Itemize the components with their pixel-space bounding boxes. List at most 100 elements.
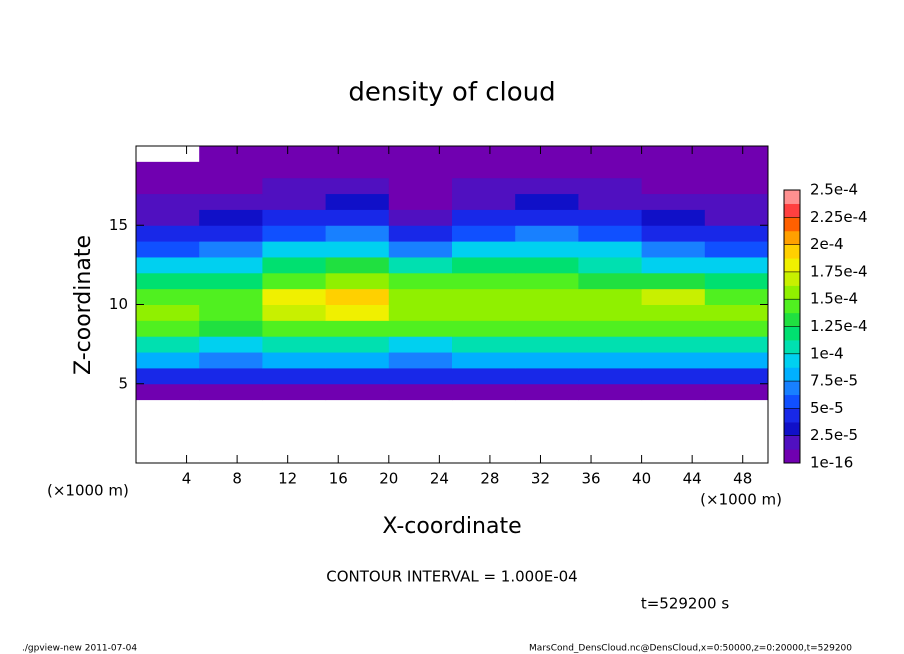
heat-cell <box>452 209 516 226</box>
time-label: t=529200 s <box>641 595 729 613</box>
heat-cell <box>262 367 327 385</box>
heat-cell <box>199 177 263 195</box>
heat-cell <box>325 288 390 305</box>
x-tick-label: 16 <box>329 470 348 488</box>
heat-cell <box>452 336 516 353</box>
y-tick-label: 15 <box>109 216 128 234</box>
footer-right: MarsCond_DensCloud.nc@DensCloud,x=0:5000… <box>529 644 852 654</box>
heat-cell <box>452 352 516 369</box>
colorbar-swatch <box>784 353 800 368</box>
heat-cell <box>578 146 643 163</box>
heat-cell <box>578 288 643 305</box>
heat-cell <box>262 146 327 163</box>
heat-cell <box>452 225 516 242</box>
heat-cell <box>704 272 769 290</box>
heat-cell <box>452 367 516 385</box>
heat-cell <box>641 146 706 163</box>
heat-cell <box>388 367 453 385</box>
heat-cell <box>452 241 516 258</box>
heat-cell <box>199 146 263 163</box>
x-tick-label: 12 <box>278 470 297 488</box>
heat-cell <box>262 161 327 179</box>
heat-cell <box>325 352 390 369</box>
heat-cell <box>641 352 706 369</box>
colorbar-swatch <box>784 381 800 396</box>
heat-cell <box>704 146 769 163</box>
heat-cell <box>515 272 579 290</box>
colorbar-swatch <box>784 408 800 423</box>
x-tick-label: 4 <box>182 470 192 488</box>
colorbar-swatch <box>784 367 800 382</box>
x-tick-label: 28 <box>480 470 499 488</box>
heat-cell <box>641 193 706 210</box>
heat-cell <box>515 304 579 321</box>
heat-cell <box>388 161 453 179</box>
heat-cell <box>388 272 453 290</box>
heat-cell <box>136 193 200 210</box>
heat-cell <box>704 320 769 337</box>
x-axis-unit: (×1000 m) <box>700 491 782 509</box>
heat-cell <box>388 320 453 337</box>
heat-cell <box>388 177 453 195</box>
x-tick-label: 20 <box>379 470 398 488</box>
heat-cell <box>262 304 327 321</box>
heat-cell <box>704 193 769 210</box>
y-tick-label: 5 <box>118 374 128 392</box>
heat-cell <box>388 193 453 210</box>
x-tick-label: 48 <box>733 470 752 488</box>
y-tick-label: 10 <box>109 295 128 313</box>
colorbar-swatch <box>784 230 800 245</box>
colorbar-label: 2.5e-4 <box>810 181 858 199</box>
heat-cell <box>578 209 643 226</box>
colorbar-swatch <box>784 449 800 464</box>
colorbar-label: 7.5e-5 <box>810 372 858 390</box>
heat-cell <box>704 161 769 179</box>
heat-cell <box>388 146 453 163</box>
x-axis-label: X-coordinate <box>382 514 521 539</box>
colorbar-label: 1e-4 <box>810 344 844 362</box>
heat-cell <box>452 256 516 274</box>
heat-cell <box>641 288 706 305</box>
heat-cell <box>578 383 643 401</box>
heat-cell <box>515 352 579 369</box>
heat-cell <box>452 383 516 401</box>
heat-cell <box>262 383 327 401</box>
heat-cell <box>704 383 769 401</box>
colorbar-swatch <box>784 340 800 355</box>
y-axis-label: Z-coordinate <box>71 235 96 375</box>
heat-cell <box>452 193 516 210</box>
heat-cell <box>199 193 263 210</box>
heat-cell <box>641 320 706 337</box>
heat-cell <box>262 272 327 290</box>
heat-cell <box>136 383 200 401</box>
heat-cell <box>704 352 769 369</box>
heat-cell <box>262 320 327 337</box>
heat-cell <box>515 336 579 353</box>
heat-cell <box>262 256 327 274</box>
heat-cell <box>136 336 200 353</box>
x-tick-label: 24 <box>430 470 449 488</box>
heat-cell <box>262 209 327 226</box>
heat-cell <box>136 177 200 195</box>
heat-cell <box>578 352 643 369</box>
heat-cell <box>388 209 453 226</box>
heat-cell <box>641 161 706 179</box>
heat-cell <box>199 288 263 305</box>
heat-cell <box>199 352 263 369</box>
heat-cell <box>388 304 453 321</box>
colorbar-swatch <box>784 422 800 436</box>
heat-cell <box>136 256 200 274</box>
heat-cell <box>515 256 579 274</box>
heat-cell <box>325 225 390 242</box>
heat-cell <box>199 383 263 401</box>
heat-cell <box>388 256 453 274</box>
heat-cell <box>388 225 453 242</box>
heat-cell <box>578 367 643 385</box>
heat-cell <box>325 146 390 163</box>
heat-cell <box>452 304 516 321</box>
heat-cell <box>325 336 390 353</box>
heat-cell <box>641 304 706 321</box>
x-tick-label: 8 <box>232 470 242 488</box>
heat-cell <box>136 367 200 385</box>
